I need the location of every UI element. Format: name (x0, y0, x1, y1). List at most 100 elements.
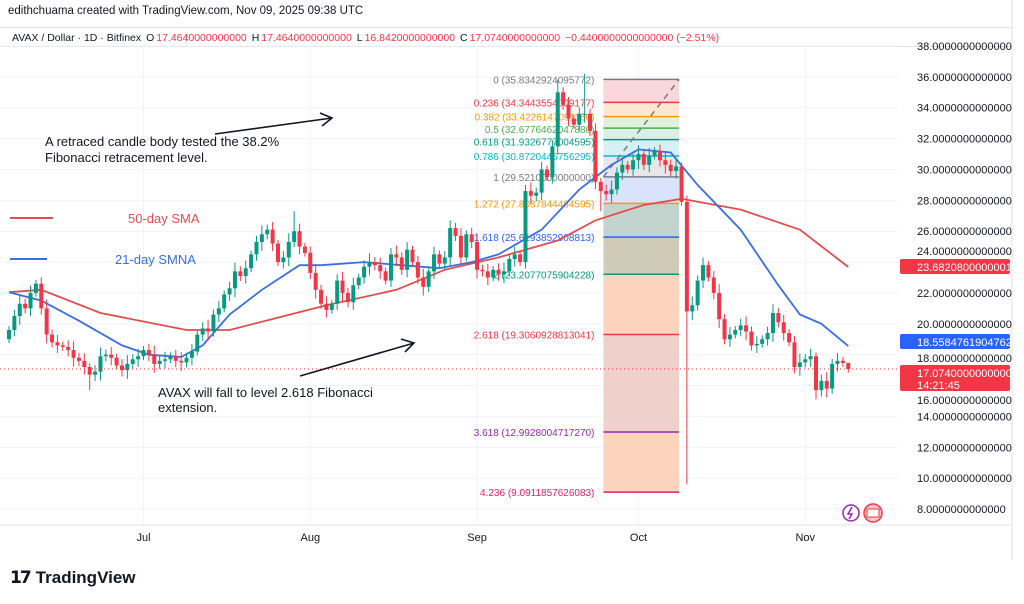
candle-body (545, 169, 549, 178)
tradingview-logo-mark: 𝟭𝟳 (10, 568, 32, 587)
candle-body (614, 172, 619, 190)
candle-body (362, 266, 367, 278)
candle-body (566, 104, 571, 119)
candle-body (458, 235, 463, 258)
candle-body (717, 292, 722, 320)
candle-body (733, 329, 738, 335)
candle-body (690, 305, 695, 312)
y-tick-label: 30.0000000000000 (917, 164, 1012, 176)
candle-body (485, 271, 490, 278)
candle-body (168, 356, 173, 360)
fib-zone (603, 334, 680, 432)
sma21-price-label-text: 18.5584761904762 (917, 337, 1012, 349)
candle-body (189, 351, 194, 358)
candle-body (442, 257, 447, 264)
candle-body (475, 242, 480, 270)
sma50-price-label (900, 258, 1010, 274)
candle-body (44, 308, 49, 335)
y-tick-label: 28.0000000000000 (917, 195, 1012, 207)
candle-body (66, 346, 71, 351)
y-tick-label: 38.0000000000000 (917, 41, 1012, 53)
candle-body (270, 229, 275, 244)
fib-level-label: 2 (23.2077075904228) (493, 270, 594, 281)
candle-body (130, 359, 135, 364)
candle-body (324, 303, 329, 310)
candle-body (157, 360, 162, 364)
candle-body (797, 362, 802, 368)
sma21-line (8, 148, 849, 358)
candle-body (340, 280, 345, 293)
candle-body (808, 356, 813, 360)
fib-zone (603, 176, 680, 204)
fib-zone (603, 203, 680, 238)
candle-body (512, 254, 517, 259)
candle-body (39, 283, 44, 309)
us-flag-icon (866, 508, 880, 518)
candle-body (195, 334, 200, 352)
candle-body (60, 345, 65, 347)
candle-body (744, 325, 749, 332)
annotation-text: A retraced candle body tested the 38.2% (45, 134, 280, 149)
lightning-glyph-icon (846, 506, 854, 520)
candle-body (173, 356, 178, 361)
candle-body (760, 339, 765, 344)
candle-body (480, 269, 485, 272)
candle-body (770, 312, 775, 334)
candle-body (814, 356, 818, 391)
fib-zone (603, 128, 680, 140)
candle-body (33, 283, 38, 293)
candle-body (200, 328, 205, 335)
fib-zone (603, 139, 680, 157)
x-tick-label: Jul (136, 532, 150, 544)
candle-body (17, 303, 22, 317)
candle-body (23, 303, 28, 309)
candle-body (754, 343, 759, 346)
candle-body (28, 292, 33, 309)
candle-body (98, 356, 103, 372)
fib-zone (603, 237, 680, 275)
y-tick-label: 24.0000000000000 (917, 246, 1012, 258)
low-value: 16.8420000000000 (364, 32, 456, 44)
candle-body (706, 265, 711, 278)
candle-body (7, 329, 11, 340)
candle-body (652, 150, 657, 156)
candle-body (588, 113, 593, 131)
candle-body (351, 285, 356, 303)
candle-body (308, 252, 313, 273)
candle-body (345, 292, 350, 303)
candle-body (604, 191, 609, 195)
candle-body (71, 350, 76, 358)
close-label: C (460, 32, 468, 44)
tradingview-logo[interactable]: 𝟭𝟳 TradingView (10, 568, 136, 588)
candle-body (765, 333, 770, 340)
candle-body (496, 269, 501, 275)
candlestick-chart[interactable]: 0 (35.8342924095772) 0.236 (34.3443554009… (0, 0, 1024, 560)
x-tick-label: Sep (467, 532, 487, 544)
fib-zone (603, 79, 680, 103)
sma50-legend-label: 50-day SMA (128, 211, 200, 226)
candle-body (426, 271, 431, 287)
candle-body (415, 262, 420, 278)
candle-body (501, 271, 506, 275)
bar-countdown: 14:21:45 (917, 380, 960, 392)
last-price-label-text: 17.0740000000000 (917, 368, 1012, 380)
candle-body (276, 243, 280, 263)
candle-body (453, 228, 458, 236)
y-tick-label: 10.0000000000000 (917, 473, 1012, 485)
candle-body (319, 289, 324, 304)
candle-body (598, 181, 603, 192)
candle-body (561, 92, 566, 105)
candle-body (582, 113, 587, 115)
candle-body (846, 362, 851, 369)
y-tick-label: 34.0000000000000 (917, 103, 1012, 115)
candle-body (668, 164, 673, 172)
candle-body (803, 359, 808, 363)
candle-body (82, 360, 87, 368)
candle-body (835, 360, 840, 364)
lightning-icon (842, 504, 860, 522)
symbol-title[interactable]: AVAX / Dollar · 1D · Bitfinex (12, 32, 142, 44)
fib-level-label: 1 (29.5210000000000) (493, 173, 594, 184)
high-label: H (251, 32, 260, 44)
candle-body (701, 265, 706, 281)
candle-body (636, 154, 641, 161)
